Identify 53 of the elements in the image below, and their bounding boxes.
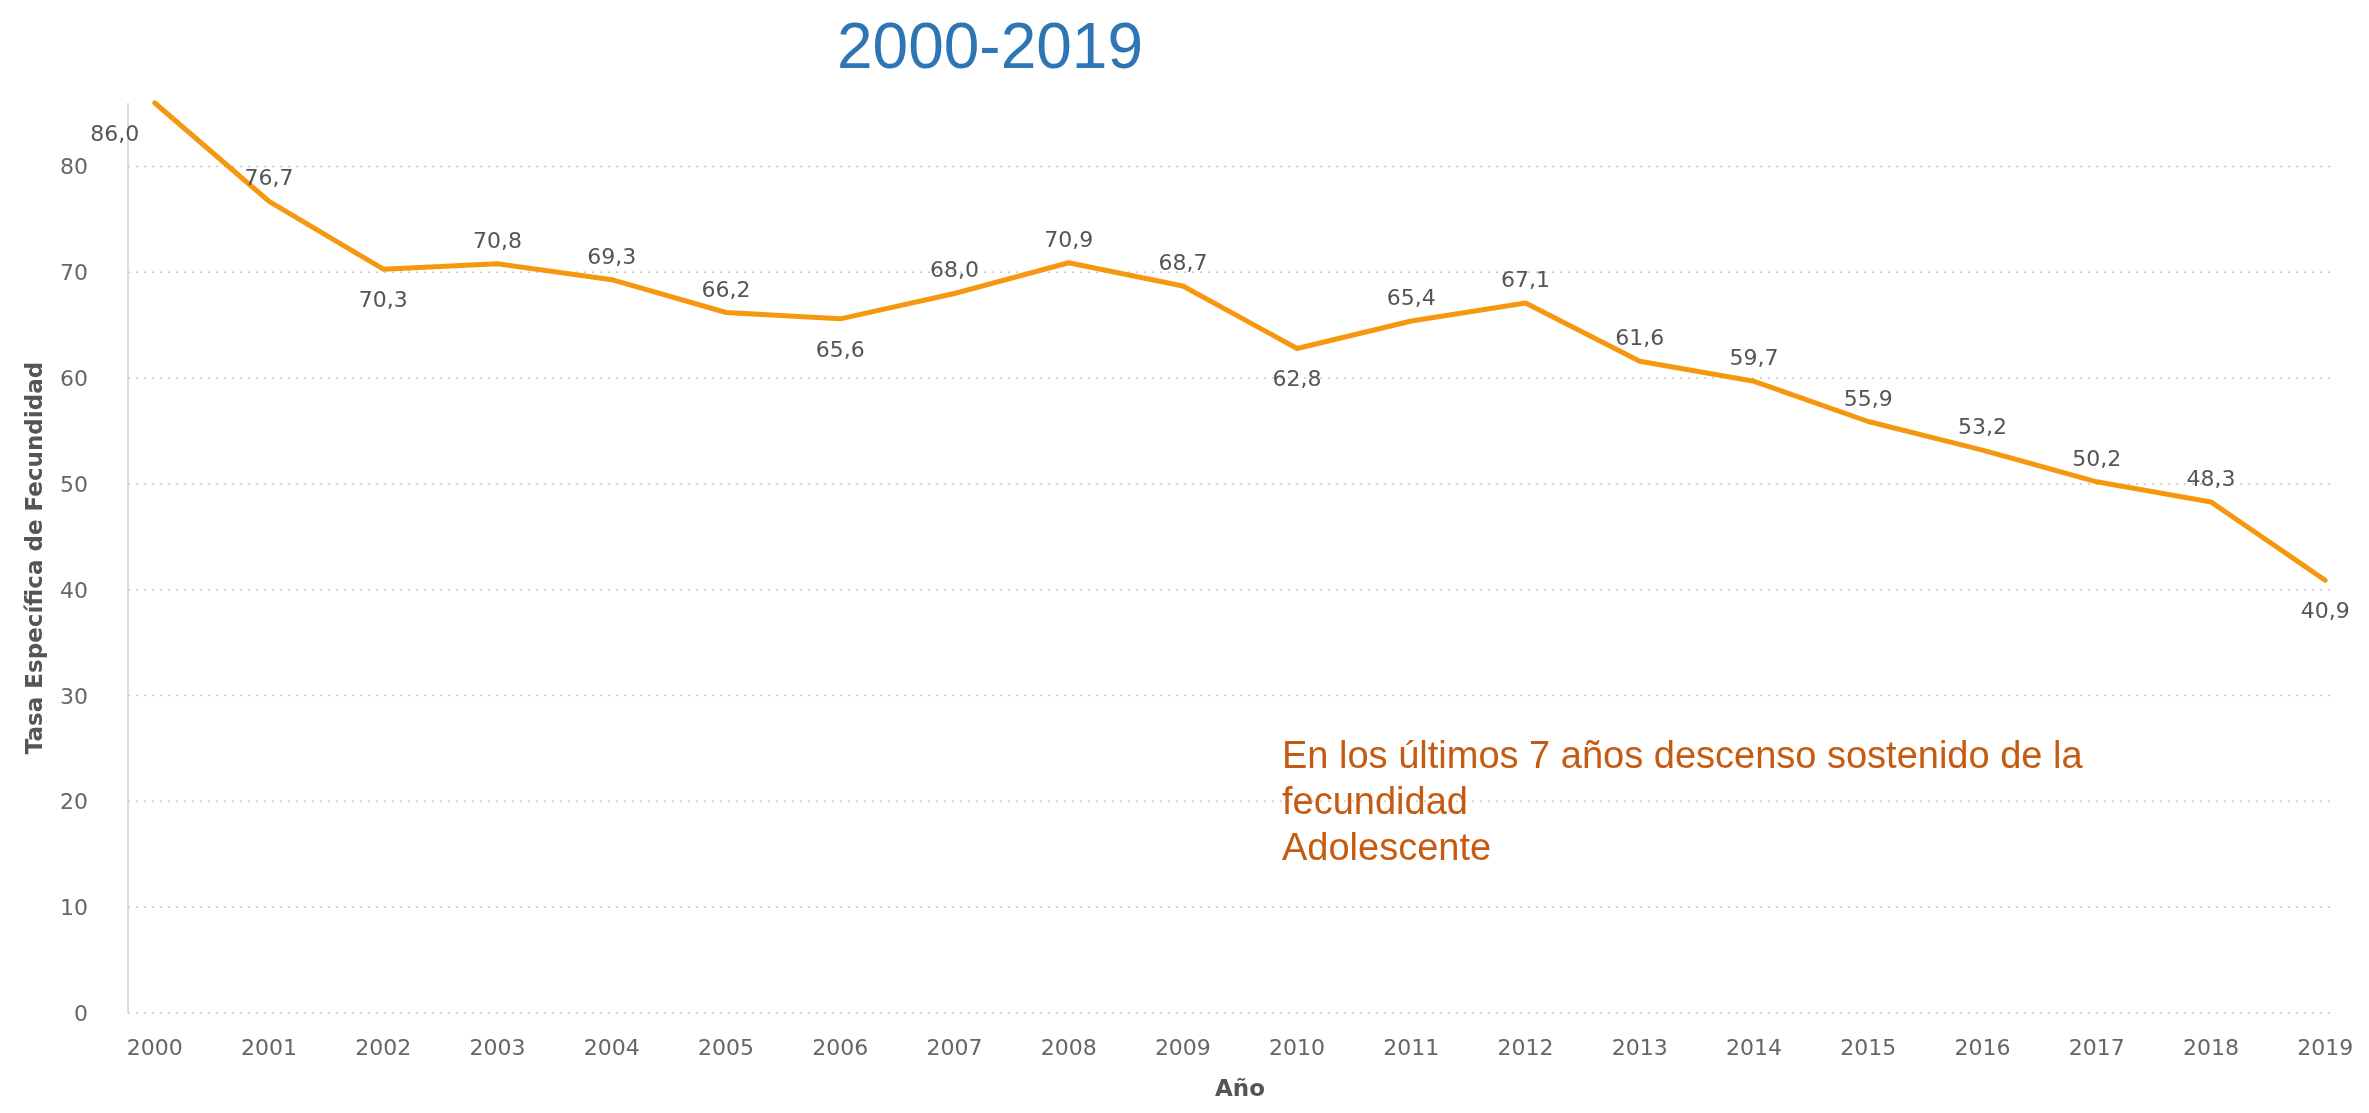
- x-tick-label: 2007: [926, 1035, 983, 1060]
- x-tick-label: 2013: [1611, 1035, 1668, 1060]
- x-tick-label: 2011: [1383, 1035, 1440, 1060]
- data-label: 50,2: [2072, 445, 2122, 471]
- data-label: 48,3: [2186, 465, 2236, 491]
- data-label: 62,8: [1272, 366, 1322, 392]
- data-label: 40,9: [2300, 598, 2350, 624]
- annotation: En los últimos 7 años descenso sostenido de la fecundidad Adolescente: [1282, 734, 2084, 868]
- data-label: 65,4: [1386, 284, 1436, 310]
- y-tick-label: 30: [60, 683, 88, 709]
- data-label: 55,9: [1843, 385, 1893, 411]
- data-label: 66,2: [701, 276, 751, 302]
- data-label: 65,6: [815, 336, 865, 362]
- data-label: 70,9: [1044, 226, 1094, 252]
- x-tick-label: 2004: [583, 1035, 640, 1060]
- data-label: 86,0: [90, 121, 140, 146]
- x-tick-label: 2015: [1840, 1035, 1897, 1060]
- data-label: 69,3: [587, 243, 637, 269]
- x-tick-label: 2017: [2068, 1035, 2125, 1060]
- y-tick-label: 60: [60, 366, 88, 392]
- y-tick-label: 0: [74, 1001, 88, 1026]
- data-label: 67,1: [1501, 266, 1551, 292]
- y-tick-label: 70: [60, 260, 88, 286]
- x-tick-label: 2019: [2297, 1035, 2354, 1060]
- chart-title: 2000-2019: [836, 10, 1144, 82]
- x-tick-label: 2010: [1269, 1035, 1326, 1060]
- y-tick-label: 10: [60, 895, 88, 921]
- x-tick-label: 2008: [1040, 1035, 1097, 1060]
- y-tick-label: 20: [60, 789, 88, 815]
- data-label: 70,3: [358, 287, 408, 313]
- data-label: 68,7: [1158, 250, 1208, 276]
- x-tick-label: 2016: [1954, 1035, 2011, 1060]
- x-tick-label: 2014: [1726, 1035, 1783, 1060]
- data-label: 59,7: [1729, 345, 1779, 371]
- data-label: 61,6: [1615, 325, 1665, 351]
- y-tick-label: 50: [60, 471, 88, 497]
- y-tick-label: 40: [60, 577, 88, 603]
- y-axis-title: Tasa Específica de Fecundidad: [21, 361, 47, 755]
- data-label: 70,8: [473, 227, 523, 253]
- y-tick-label: 80: [60, 154, 88, 180]
- x-tick-label: 2003: [469, 1035, 526, 1060]
- data-label: 76,7: [244, 165, 294, 191]
- x-tick-label: 2012: [1497, 1035, 1554, 1060]
- x-tick-label: 2005: [697, 1035, 754, 1060]
- data-label: 53,2: [1957, 414, 2007, 440]
- x-tick-label: 2001: [241, 1035, 298, 1060]
- x-tick-label: 2018: [2182, 1035, 2239, 1060]
- x-tick-label: 2006: [812, 1035, 869, 1060]
- x-axis-title: Año: [1215, 1075, 1265, 1101]
- x-tick-label: 2009: [1154, 1035, 1211, 1060]
- data-label: 68,0: [929, 257, 979, 283]
- x-tick-label: 2000: [126, 1035, 183, 1060]
- x-tick-label: 2002: [355, 1035, 412, 1060]
